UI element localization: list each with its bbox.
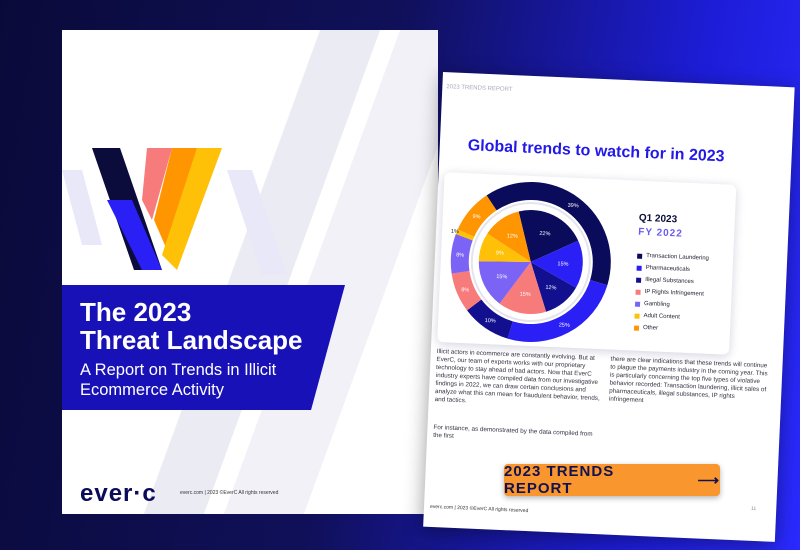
legend-label: IP Rights Infringement (644, 289, 704, 298)
legend-item: Gambling (634, 300, 670, 309)
data-label: 15% (520, 292, 531, 298)
inner-slice-adult-content (478, 233, 531, 263)
legend-swatch (637, 253, 643, 259)
cover-subtitle: A Report on Trends in Illicit Ecommerce A… (80, 360, 276, 400)
data-label: 25% (559, 322, 570, 328)
body-text-left: Illicit actors in ecommerce are constant… (434, 347, 600, 405)
outer-slice-illegal-substances (467, 299, 513, 339)
legend-item: Other (633, 324, 659, 332)
outer-slice-pharmaceuticals (507, 279, 608, 342)
outer-slice-transaction-laundering (486, 182, 611, 286)
legend-swatch (634, 301, 641, 307)
data-label: 10% (485, 318, 496, 324)
inner-slice-gambling (478, 261, 531, 304)
cover-title: The 2023 Threat Landscape (80, 298, 303, 354)
legend-outer-series: Q1 2023 (638, 212, 678, 226)
outer-slice-ip-rights-infringement (451, 271, 482, 311)
outer-slice-other (457, 195, 497, 237)
legend-label: Illegal Substances (644, 277, 694, 286)
page-footer: everc.com | 2023 ©EverC All rights reser… (429, 503, 529, 515)
page-number: 11 (750, 505, 757, 513)
subtitle-line: A Report on Trends in Illicit (80, 361, 277, 379)
legend-label: Gambling (643, 300, 670, 309)
legend-item: Pharmaceuticals (636, 265, 691, 273)
legend-item: IP Rights Infringement (635, 289, 704, 298)
inner-slice-pharmaceuticals (530, 240, 583, 288)
legend-swatch (635, 289, 641, 295)
outer-slice-gambling (450, 234, 473, 274)
brand-v-logo (62, 148, 287, 275)
subtitle-line: Ecommerce Activity (80, 381, 224, 399)
page-tag: 2023 TRENDS REPORT (446, 84, 513, 94)
legend-label: Other (642, 324, 659, 332)
report-cover: The 2023 Threat Landscape A Report on Tre… (62, 30, 438, 514)
cover-footer: everc.com | 2023 ©EverC All rights reser… (180, 490, 279, 496)
chart-card: 39% 25% 10% 8% 8% 1% 9% 22% 15% 12% 15% 15% 9% 12% Q1… (437, 172, 737, 355)
donut-chart: 39% 25% 10% 8% 8% 1% 9% 22% 15% 12% 15% 15% 9% 12% (450, 182, 611, 342)
data-label: 1% (451, 229, 459, 235)
title-banner (62, 285, 345, 410)
legend-swatch (636, 265, 642, 271)
data-label: 8% (456, 252, 464, 258)
page-title: Global trends to watch for in 2023 (467, 137, 725, 166)
legend-inner-series: FY 2022 (637, 226, 684, 240)
legend-swatch (633, 325, 640, 331)
data-label: 22% (539, 231, 550, 237)
everc-logo: ever·c (80, 480, 157, 507)
data-label: 12% (507, 233, 518, 239)
title-line: The 2023 (80, 297, 192, 327)
body-text-left-2: For instance, as demonstrated by the dat… (432, 423, 593, 440)
data-label: 9% (496, 250, 504, 256)
title-line: Threat Landscape (80, 325, 303, 355)
trends-report-button[interactable]: 2023 TRENDS REPORT ⟶ (504, 463, 720, 497)
legend-label: Pharmaceuticals (645, 265, 691, 273)
legend-item: Illegal Substances (636, 277, 694, 286)
data-label: 15% (496, 274, 507, 280)
inner-slice-ip-rights-infringement (499, 262, 547, 315)
inner-slice-transaction-laundering (518, 210, 579, 263)
inner-slice-other (487, 211, 531, 263)
outer-slice-adult-content (455, 229, 475, 241)
legend-item: Adult Content (634, 313, 680, 321)
inner-slice-illegal-substances (530, 262, 576, 312)
arrow-right-icon: ⟶ (697, 472, 720, 489)
legend-item: Transaction Laundering (637, 253, 709, 262)
body-text-right: there are clear indications that these t… (608, 355, 768, 405)
data-label: 39% (567, 203, 578, 209)
legend-label: Adult Content (643, 312, 681, 321)
data-label: 12% (545, 285, 556, 291)
legend-swatch (636, 277, 642, 283)
legend-swatch (634, 313, 640, 319)
data-label: 9% (472, 214, 480, 220)
data-label: 8% (461, 287, 469, 293)
data-label: 15% (557, 261, 568, 267)
legend-label: Transaction Laundering (646, 253, 710, 262)
button-label: 2023 TRENDS REPORT (504, 463, 615, 497)
report-page: 2023 TRENDS REPORT Global trends to watc… (423, 72, 795, 542)
